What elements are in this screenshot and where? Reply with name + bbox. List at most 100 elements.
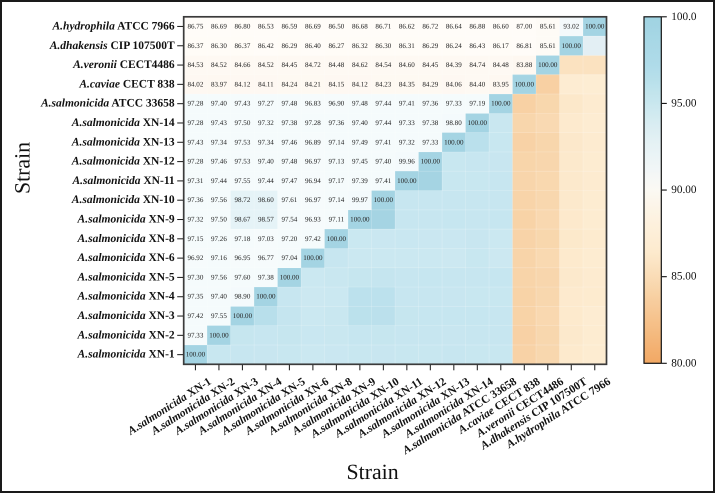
svg-text:98.80: 98.80 xyxy=(446,119,462,127)
svg-text:100.00: 100.00 xyxy=(562,42,582,50)
svg-text:97.46: 97.46 xyxy=(281,138,297,146)
svg-text:97.30: 97.30 xyxy=(188,273,204,281)
svg-text:96.97: 96.97 xyxy=(305,196,321,204)
svg-text:97.41: 97.41 xyxy=(375,138,391,146)
svg-text:97.31: 97.31 xyxy=(188,177,204,185)
svg-text:96.95: 96.95 xyxy=(234,254,250,262)
svg-text:A.salmonicida XN-9: A.salmonicida XN-9 xyxy=(77,214,175,226)
svg-text:84.62: 84.62 xyxy=(352,61,368,69)
svg-text:86.72: 86.72 xyxy=(422,22,438,30)
svg-text:100.00: 100.00 xyxy=(280,273,300,281)
svg-text:A.hydrophila ATCC 7966: A.hydrophila ATCC 7966 xyxy=(52,20,175,32)
svg-text:97.44: 97.44 xyxy=(375,100,391,108)
svg-text:86.59: 86.59 xyxy=(281,22,297,30)
svg-text:97.27: 97.27 xyxy=(258,100,274,108)
svg-text:97.40: 97.40 xyxy=(211,293,227,301)
svg-text:100.00: 100.00 xyxy=(491,100,511,108)
svg-text:A.veronii CECT4486: A.veronii CECT4486 xyxy=(72,59,175,71)
svg-text:A.salmonicida XN-6: A.salmonicida XN-6 xyxy=(77,252,175,264)
svg-text:A.salmonicida XN-10: A.salmonicida XN-10 xyxy=(71,194,175,206)
svg-text:97.40: 97.40 xyxy=(352,119,368,127)
svg-text:97.34: 97.34 xyxy=(211,138,227,146)
svg-text:97.55: 97.55 xyxy=(211,312,227,320)
svg-text:A.salmonicida XN-14: A.salmonicida XN-14 xyxy=(71,117,175,129)
svg-text:97.43: 97.43 xyxy=(211,119,227,127)
svg-text:96.93: 96.93 xyxy=(305,216,321,224)
svg-text:97.14: 97.14 xyxy=(328,138,344,146)
svg-text:86.69: 86.69 xyxy=(305,22,321,30)
svg-text:93.02: 93.02 xyxy=(563,22,579,30)
svg-text:97.44: 97.44 xyxy=(375,119,391,127)
svg-text:97.53: 97.53 xyxy=(234,158,250,166)
svg-text:84.60: 84.60 xyxy=(399,61,415,69)
svg-text:84.40: 84.40 xyxy=(469,80,485,88)
svg-text:86.71: 86.71 xyxy=(375,22,391,30)
svg-text:A.salmonicida XN-2: A.salmonicida XN-2 xyxy=(77,329,175,341)
svg-text:86.30: 86.30 xyxy=(211,42,227,50)
svg-text:98.90: 98.90 xyxy=(234,293,250,301)
svg-text:97.33: 97.33 xyxy=(422,138,438,146)
svg-text:97.53: 97.53 xyxy=(234,138,250,146)
svg-text:97.47: 97.47 xyxy=(281,177,297,185)
svg-text:86.40: 86.40 xyxy=(305,42,321,50)
svg-text:86.42: 86.42 xyxy=(258,42,274,50)
svg-text:97.48: 97.48 xyxy=(281,100,297,108)
svg-text:84.02: 84.02 xyxy=(188,80,204,88)
svg-text:97.40: 97.40 xyxy=(375,158,391,166)
svg-text:A.dhakensis CIP 107500T: A.dhakensis CIP 107500T xyxy=(49,40,175,52)
svg-text:97.28: 97.28 xyxy=(188,158,204,166)
svg-text:97.38: 97.38 xyxy=(422,119,438,127)
svg-text:86.32: 86.32 xyxy=(352,42,368,50)
svg-text:97.13: 97.13 xyxy=(328,158,344,166)
svg-text:97.56: 97.56 xyxy=(211,196,227,204)
svg-text:84.29: 84.29 xyxy=(422,80,438,88)
svg-text:100.00: 100.00 xyxy=(397,177,417,185)
svg-text:84.24: 84.24 xyxy=(281,80,297,88)
svg-text:96.94: 96.94 xyxy=(305,177,321,185)
svg-text:97.46: 97.46 xyxy=(211,158,227,166)
svg-text:86.37: 86.37 xyxy=(234,42,250,50)
svg-text:84.52: 84.52 xyxy=(211,61,227,69)
svg-text:100.00: 100.00 xyxy=(209,331,229,339)
svg-text:97.41: 97.41 xyxy=(399,100,415,108)
svg-text:97.32: 97.32 xyxy=(399,138,415,146)
svg-text:97.28: 97.28 xyxy=(305,119,321,127)
svg-text:100.00: 100.00 xyxy=(538,61,558,69)
svg-text:96.77: 96.77 xyxy=(258,254,274,262)
svg-text:97.40: 97.40 xyxy=(211,100,227,108)
svg-text:100.00: 100.00 xyxy=(585,22,605,30)
svg-text:84.35: 84.35 xyxy=(399,80,415,88)
svg-text:97.34: 97.34 xyxy=(258,138,274,146)
svg-text:100.00: 100.00 xyxy=(233,312,253,320)
svg-text:98.72: 98.72 xyxy=(234,196,250,204)
svg-text:99.96: 99.96 xyxy=(399,158,415,166)
svg-text:86.50: 86.50 xyxy=(328,22,344,30)
svg-text:85.00: 85.00 xyxy=(671,271,697,283)
svg-text:84.12: 84.12 xyxy=(352,80,368,88)
svg-text:84.48: 84.48 xyxy=(493,61,509,69)
svg-text:86.88: 86.88 xyxy=(469,22,485,30)
svg-text:97.61: 97.61 xyxy=(281,196,297,204)
svg-text:86.75: 86.75 xyxy=(188,22,204,30)
svg-text:97.43: 97.43 xyxy=(234,100,250,108)
svg-text:97.39: 97.39 xyxy=(352,177,368,185)
svg-text:100.00: 100.00 xyxy=(186,351,206,359)
svg-text:86.80: 86.80 xyxy=(234,22,250,30)
svg-text:80.00: 80.00 xyxy=(671,357,697,369)
svg-text:97.43: 97.43 xyxy=(188,138,204,146)
svg-text:84.52: 84.52 xyxy=(258,61,274,69)
svg-text:97.28: 97.28 xyxy=(188,100,204,108)
svg-text:96.90: 96.90 xyxy=(328,100,344,108)
svg-text:A.salmonicida XN-3: A.salmonicida XN-3 xyxy=(77,310,175,322)
svg-text:97.14: 97.14 xyxy=(328,196,344,204)
svg-text:98.57: 98.57 xyxy=(258,216,274,224)
svg-text:86.29: 86.29 xyxy=(422,42,438,50)
svg-text:97.36: 97.36 xyxy=(328,119,344,127)
svg-text:100.0: 100.0 xyxy=(671,11,697,23)
svg-text:97.17: 97.17 xyxy=(328,177,344,185)
svg-text:97.36: 97.36 xyxy=(422,100,438,108)
svg-text:97.32: 97.32 xyxy=(258,119,274,127)
svg-text:A.salmonicida XN-5: A.salmonicida XN-5 xyxy=(77,271,175,283)
svg-text:96.97: 96.97 xyxy=(305,158,321,166)
svg-text:84.74: 84.74 xyxy=(469,61,485,69)
